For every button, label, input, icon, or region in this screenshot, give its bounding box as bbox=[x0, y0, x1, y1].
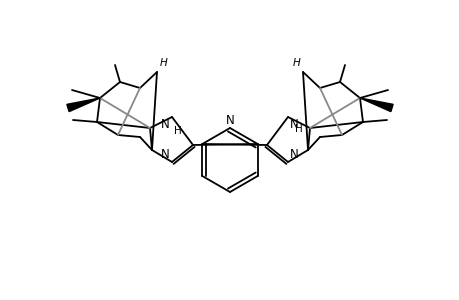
Text: H: H bbox=[160, 58, 168, 68]
Text: N: N bbox=[289, 148, 298, 161]
Text: H: H bbox=[294, 124, 302, 134]
Text: N: N bbox=[289, 118, 298, 131]
Text: H: H bbox=[174, 126, 181, 136]
Text: N: N bbox=[225, 114, 234, 127]
Text: N: N bbox=[161, 118, 170, 131]
Polygon shape bbox=[359, 98, 392, 112]
Polygon shape bbox=[67, 98, 100, 112]
Text: N: N bbox=[161, 148, 170, 161]
Text: H: H bbox=[291, 58, 299, 68]
